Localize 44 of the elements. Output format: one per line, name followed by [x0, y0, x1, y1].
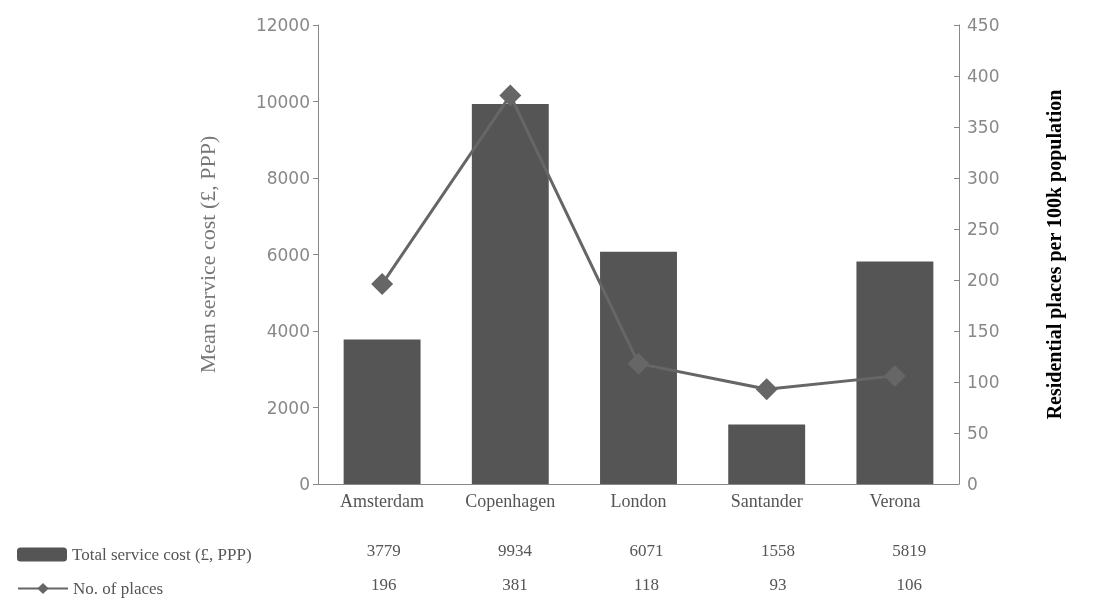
legend-label: No. of places	[73, 579, 164, 598]
y2-tick-label: 100	[967, 372, 1000, 392]
x-tick-label: London	[610, 491, 667, 511]
y2-axis-title: Residential places per 100k population	[1043, 89, 1066, 420]
bar	[343, 339, 421, 484]
data-label: 196	[370, 574, 397, 594]
point	[499, 84, 522, 107]
bar	[471, 104, 549, 484]
x-tick-label: Verona	[869, 491, 921, 511]
x-tick-label: Copenhagen	[465, 491, 556, 511]
y-axis-title: Mean service cost (£, PPP)	[194, 135, 220, 374]
legend-label: Total service cost (£, PPP)	[72, 545, 252, 564]
x-tick-label: Santander	[730, 491, 803, 511]
data-label: 381	[502, 574, 528, 594]
data-label: 118	[634, 574, 659, 594]
y-tick-label: 6000	[266, 244, 310, 265]
y-tick-label: 4000	[266, 321, 310, 341]
y-tick-label: 0	[299, 474, 310, 494]
y2-tick-label: 250	[967, 219, 1000, 239]
x-tick-label: Amsterdam	[340, 491, 425, 511]
y2-tick-label: 0	[967, 474, 978, 494]
y2-tick-label: 450	[967, 15, 1000, 35]
y2-tick-label: 50	[967, 423, 989, 443]
point	[371, 273, 394, 296]
data-label: 106	[896, 574, 923, 594]
y2-tick-label: 150	[967, 321, 1000, 341]
bar	[856, 261, 934, 484]
data-label: 6071	[629, 540, 664, 560]
y-tick-label: 10000	[255, 91, 310, 112]
y2-tick-label: 350	[967, 117, 1000, 137]
point	[755, 378, 778, 401]
y-tick-label: 2000	[266, 397, 310, 418]
data-label: 1558	[760, 540, 795, 560]
y-tick-label: 8000	[266, 168, 310, 188]
data-label: 9934	[498, 540, 533, 560]
y2-tick-label: 400	[967, 66, 1000, 86]
data-label: 5819	[892, 540, 927, 560]
bar	[728, 424, 806, 484]
data-label: 3779	[366, 540, 401, 560]
data-label: 93	[769, 574, 787, 594]
y2-tick-label: 300	[967, 168, 1000, 188]
bar	[600, 251, 677, 484]
y2-tick-label: 200	[967, 270, 1000, 290]
y-tick-label: 12000	[255, 15, 310, 35]
